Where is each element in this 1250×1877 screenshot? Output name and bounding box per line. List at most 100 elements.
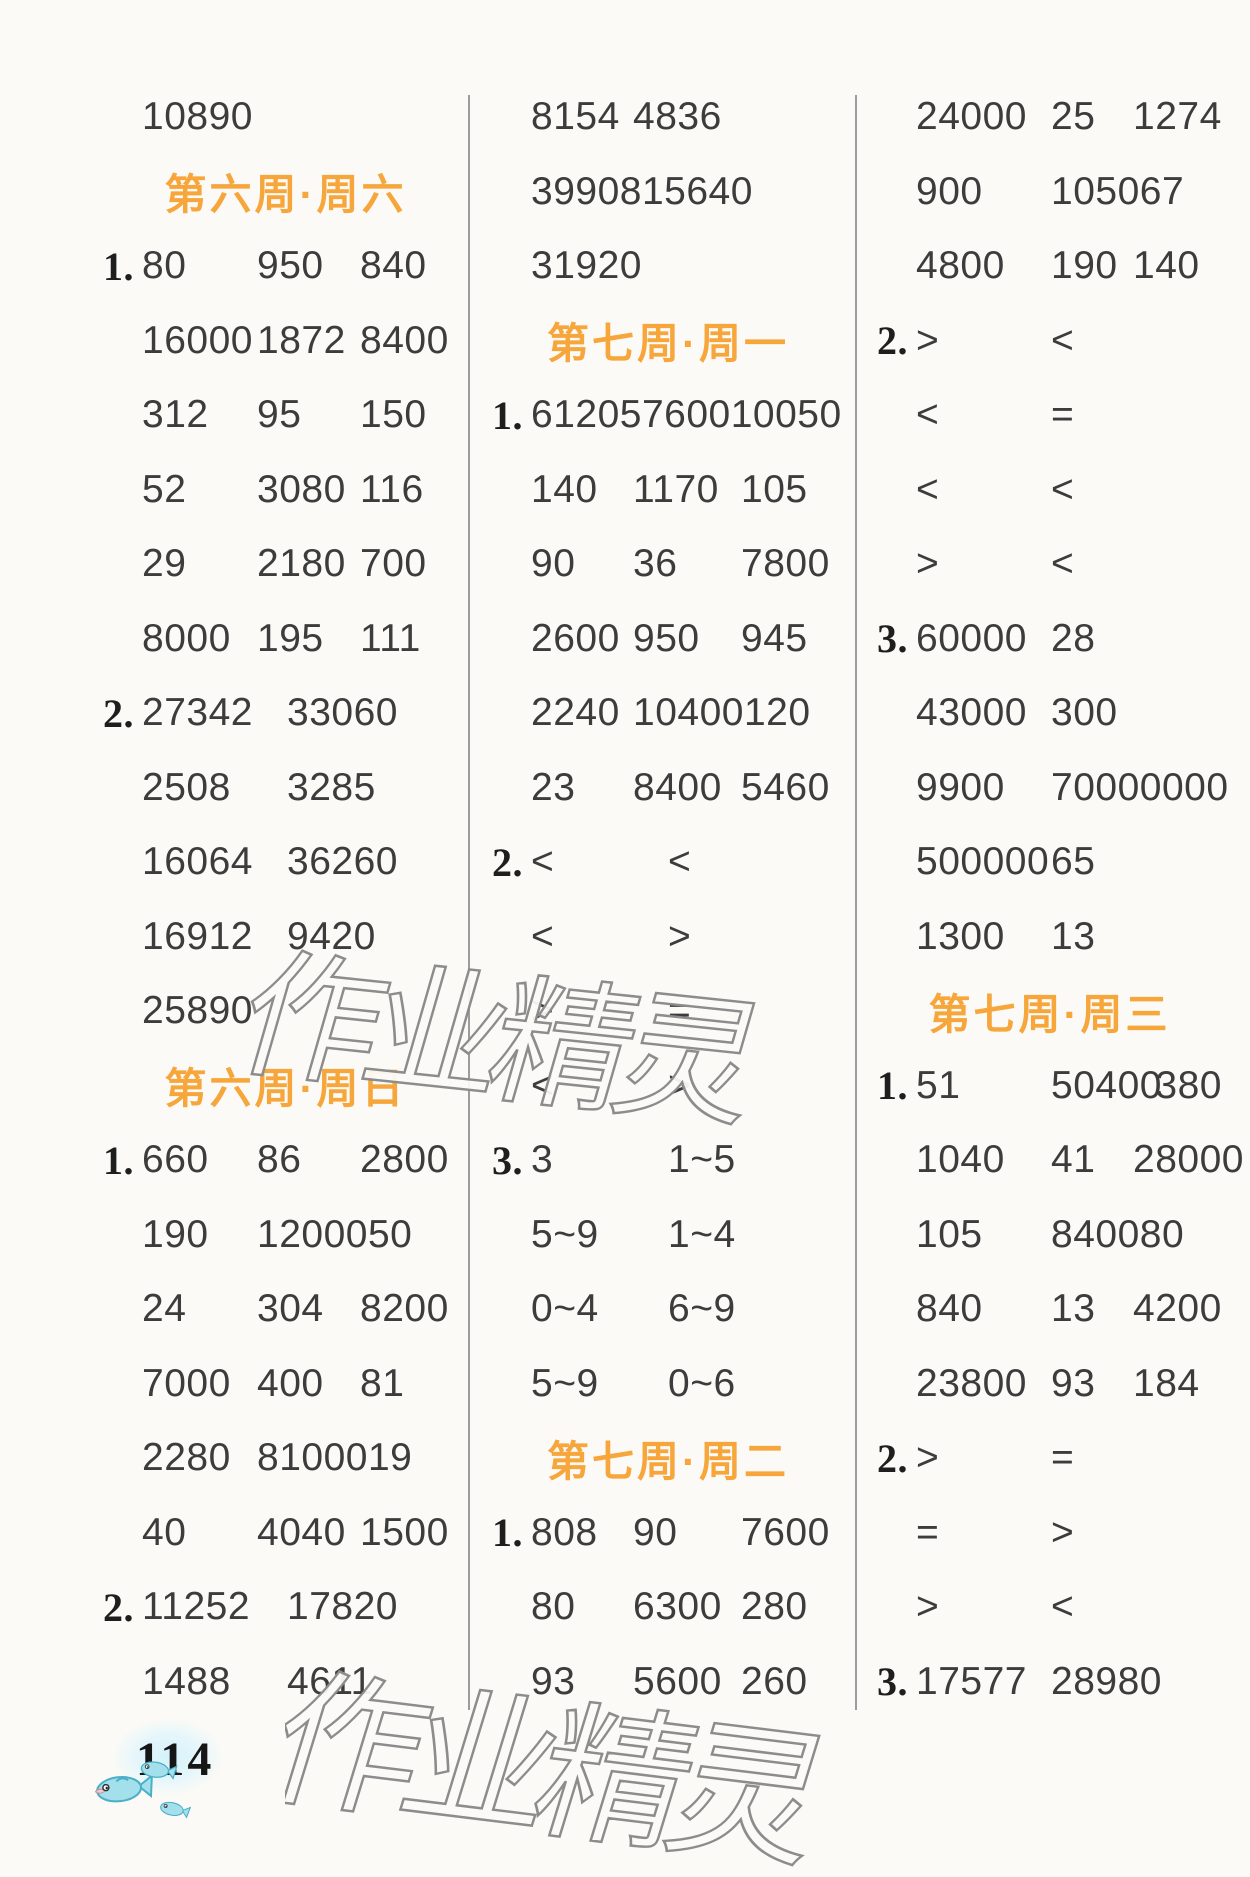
answer-row: 1. 6120 57600 10050 [492,378,844,453]
answer-row: 16064 36260 [103,825,468,900]
item-number: 3. [877,1659,908,1705]
answer-row: 52 3080 116 [103,453,468,528]
answer-value: 10890 [142,95,253,139]
answer-row: 23800 93 184 [877,1347,1222,1422]
answer-value: 25 [1051,95,1096,139]
answer-row: 2240 10400 120 [492,676,844,751]
answer-row: 8154 4836 [492,80,844,155]
answer-value: > [668,914,692,958]
answer-value: 4200 [1133,1287,1222,1331]
answer-row: 1. 660 86 2800 [103,1123,468,1198]
answer-value: 840 [916,1287,983,1331]
answer-value: 120 [743,691,811,735]
answer-row: 2. < < [492,825,844,900]
answer-value: 700 [360,542,427,586]
item-number: 1. [103,1137,134,1183]
answer-value: 8000 [142,616,231,660]
answer-row: 2600 950 945 [492,602,844,677]
answer-row: 1300 13 [877,900,1222,975]
answer-value: 60000 [916,616,1027,660]
answer-value: 8400 [1051,1212,1140,1256]
section-header-text: 第七周·周一 [547,320,789,368]
answer-value: 300 [1051,691,1118,735]
answer-row: 29 2180 700 [103,527,468,602]
answer-column-3: 24000 25 1274 900 1050 67 4800 190 140 2. > < < = < < > <… [877,80,1243,1719]
answer-row: 1040 41 28000 [877,1123,1243,1198]
answer-row: 93 5600 260 [492,1645,844,1720]
answer-value: 19 [367,1436,413,1480]
answer-value: 80 [531,1585,576,1629]
answer-value: 304 [257,1287,324,1331]
answer-value: 23800 [916,1361,1027,1405]
answer-value: 195 [257,616,324,660]
answer-value: 51 [916,1063,961,1107]
answer-row: 24 304 8200 [103,1272,468,1347]
answer-value: < [1051,467,1075,511]
answer-row: 4800 190 140 [877,229,1222,304]
answer-row: 90 36 7800 [492,527,844,602]
answer-value: 10400 [633,691,744,735]
answer-value: 3080 [257,467,346,511]
fish-icon [160,1801,192,1819]
answer-value: 105 [741,467,808,511]
section-header-text: 第六周·周日 [164,1065,407,1113]
item-number: 2. [492,839,523,885]
answer-value: 2280 [142,1436,231,1480]
answer-value: < [1051,542,1075,586]
answer-value: 80 [142,244,187,288]
answer-value: 0~6 [668,1361,736,1405]
answer-value: 4040 [257,1510,346,1554]
answer-row: 31920 [492,229,844,304]
answer-row: > = [492,974,844,1049]
answer-value: 4611 [287,1659,373,1703]
answer-value: 400 [257,1361,324,1405]
answer-value: 17577 [916,1659,1027,1703]
answer-row: 5~9 0~6 [492,1347,844,1422]
answer-row: 2. 11252 17820 [103,1570,468,1645]
column-divider [855,95,857,1710]
item-number: 1. [103,243,134,289]
answer-value: 184 [1133,1361,1200,1405]
answer-value: 2240 [531,691,620,735]
answer-value: 105 [916,1212,983,1256]
answer-row: 1488 4611 [103,1645,468,1720]
answer-value: 31920 [531,244,642,288]
answer-value: 7000 [142,1361,231,1405]
answer-value: 16064 [142,840,253,884]
answer-value: 13 [1051,1287,1096,1331]
answer-value: 5~9 [531,1212,599,1256]
answer-value: 13 [1051,914,1096,958]
answer-value: 116 [360,467,424,511]
answer-value: 93 [1051,1361,1096,1405]
answer-value: < [916,467,940,511]
answer-row: 105 8400 80 [877,1198,1222,1273]
answer-value: 1500 [360,1510,449,1554]
answer-value: 1040 [916,1138,1005,1182]
answer-row: 2. > = [877,1421,1222,1496]
answer-value: 4800 [916,244,1005,288]
answer-row: 312 95 150 [103,378,468,453]
section-header-text: 第六周·周六 [164,171,407,219]
answer-value: 95 [257,393,302,437]
section-header: 第六周·周日 [103,1049,468,1124]
answer-value: > [1051,1510,1075,1554]
answer-row: 1. 80 950 840 [103,229,468,304]
answer-value: 3 [531,1138,554,1182]
answer-row: 9900 70000000 [877,751,1228,826]
answer-row: 40 4040 1500 [103,1496,468,1571]
answer-value: 36 [633,542,678,586]
answer-value: 111 [360,616,421,660]
item-number: 3. [877,616,908,662]
answer-value: 808 [531,1510,598,1554]
answer-row: 2. > < [877,304,1222,379]
answer-value: 28000 [1133,1138,1244,1182]
answer-value: 41 [1051,1138,1096,1182]
answer-row: 190 12000 50 [103,1198,468,1273]
answer-value: 660 [142,1138,209,1182]
answer-value: 2600 [531,616,620,660]
answer-row: 0~4 6~9 [492,1272,844,1347]
answer-value: 500000 [916,840,1050,884]
answer-value: < [531,914,555,958]
answer-value: 1~5 [668,1138,736,1182]
answer-value: 12000 [257,1212,368,1256]
